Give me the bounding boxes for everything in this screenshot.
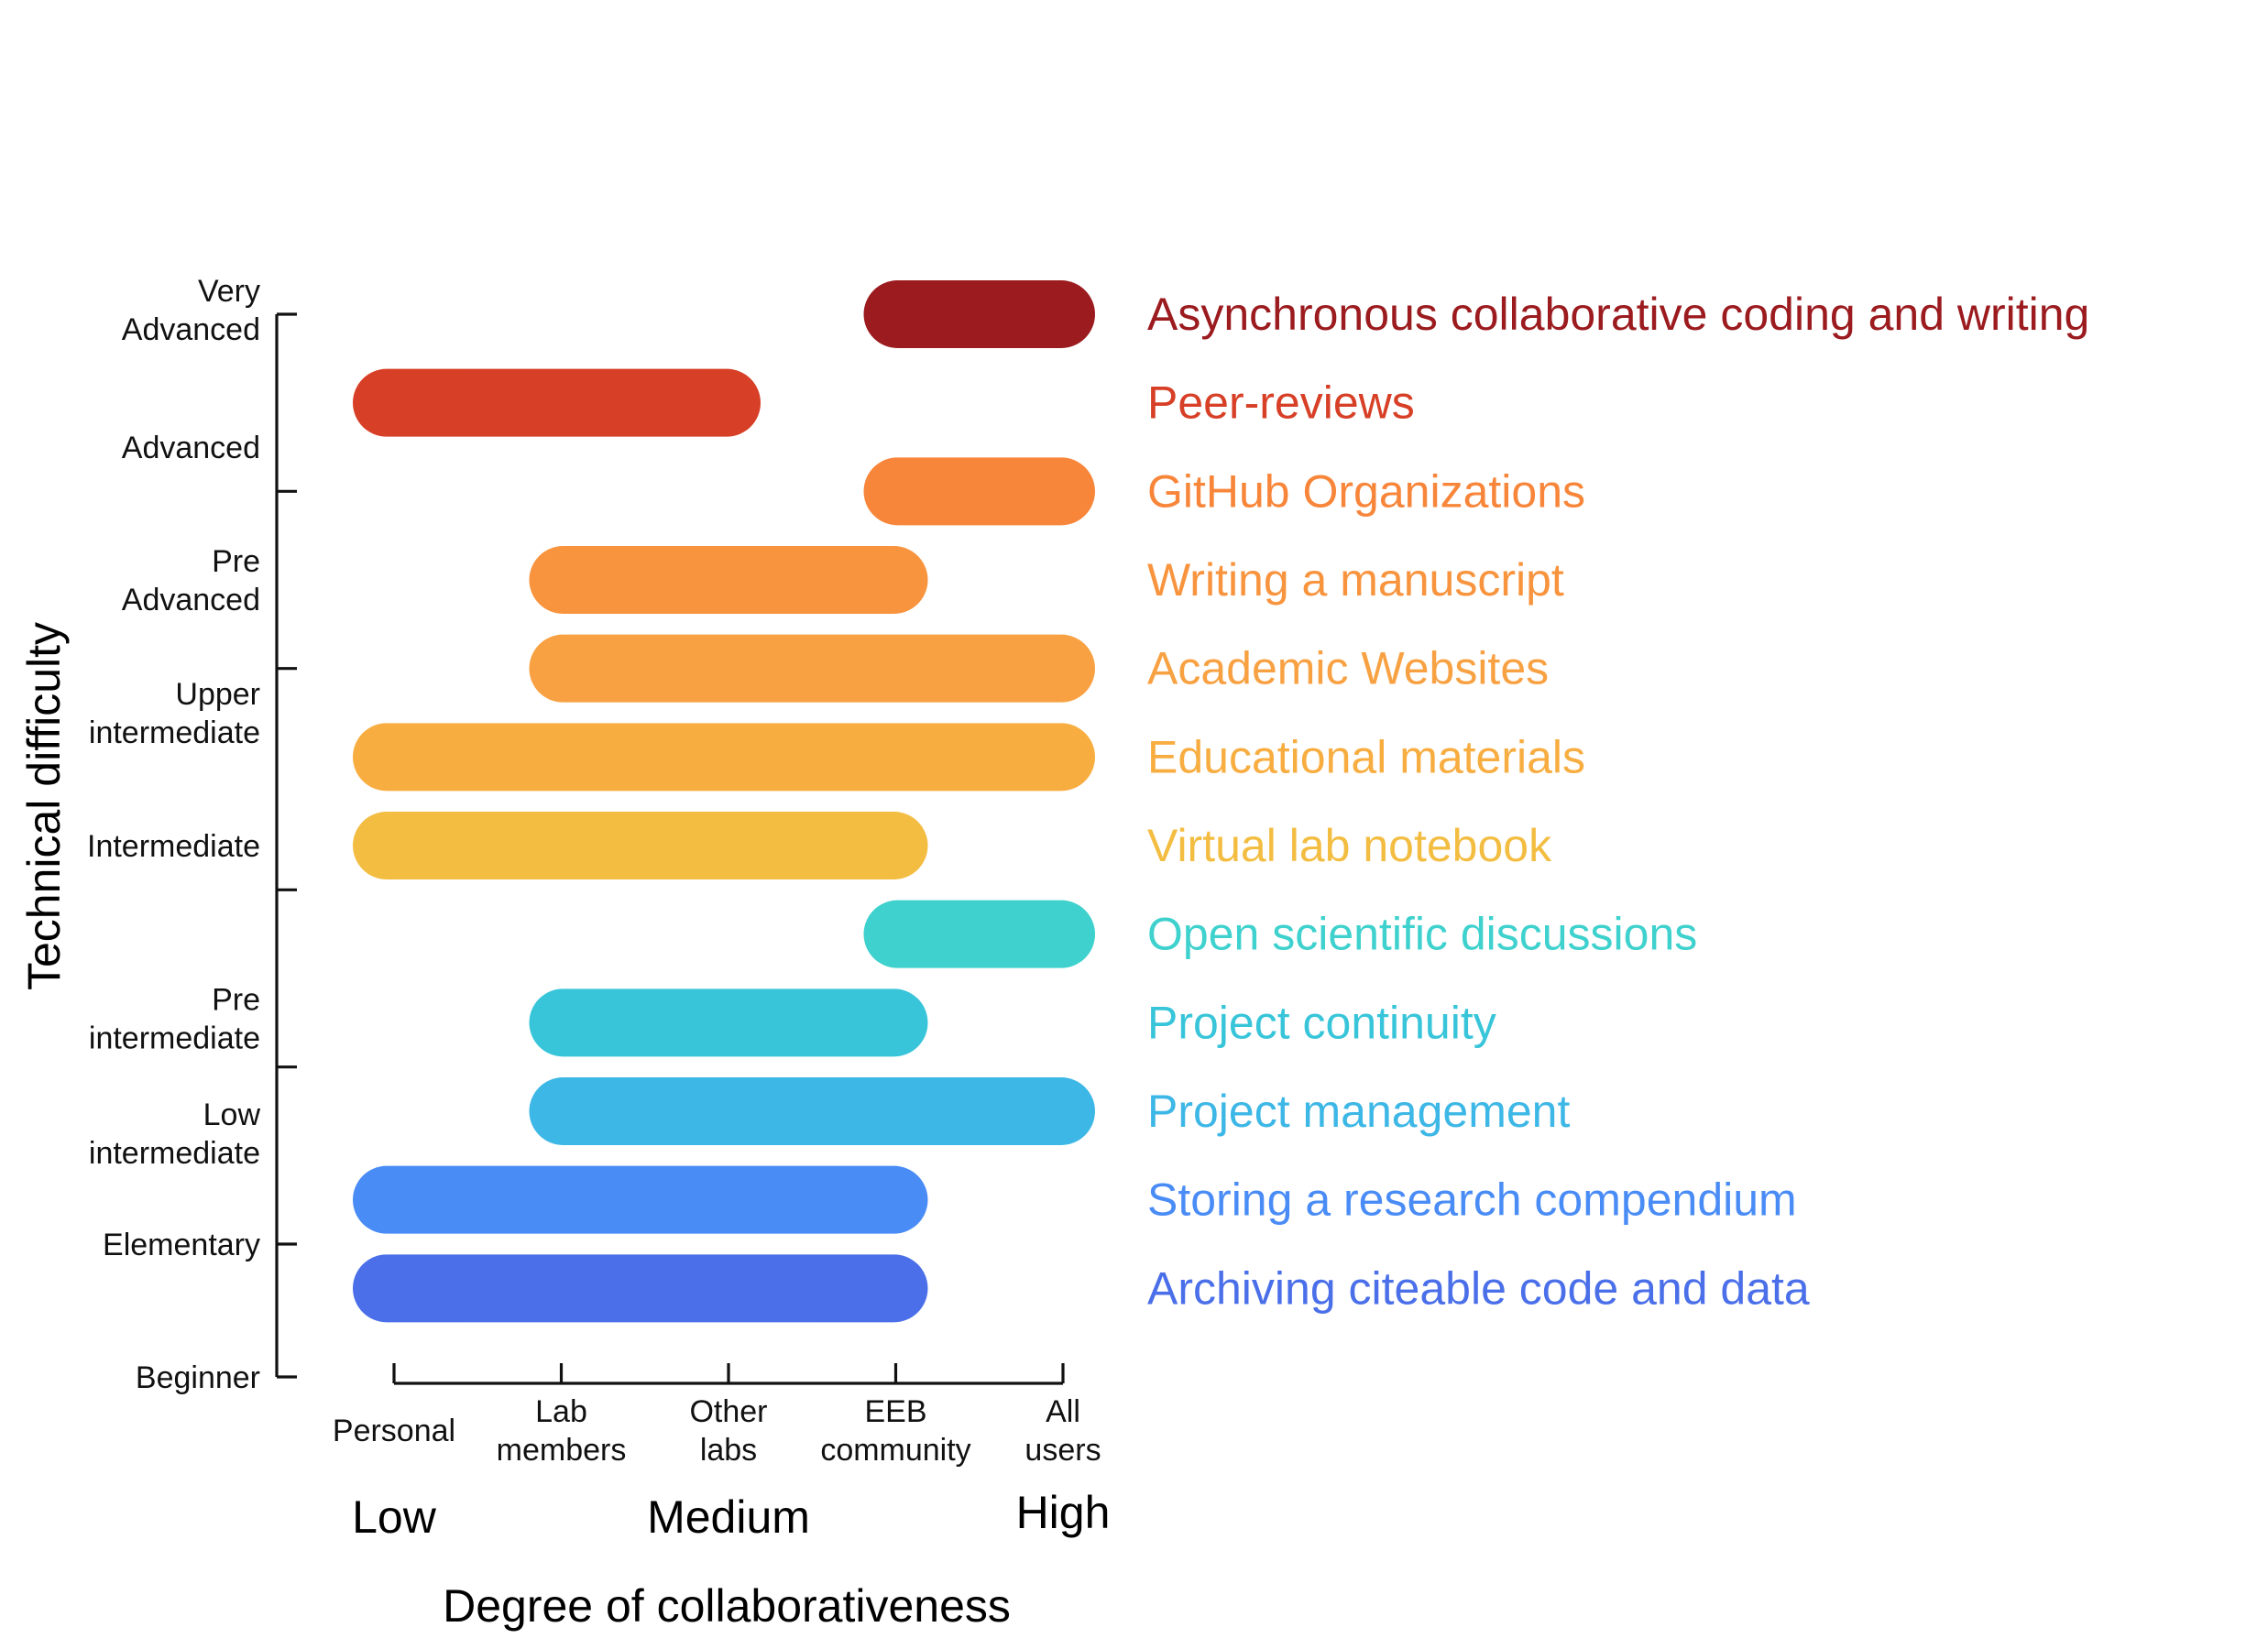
y-level-label: Upper intermediate xyxy=(89,677,260,750)
bar-label: Project continuity xyxy=(1147,997,1496,1048)
x-level-label: High xyxy=(1016,1487,1111,1538)
bars-layer xyxy=(353,280,1095,1323)
x-category-label: Lab members xyxy=(497,1394,627,1468)
axes-layer: Beginner Elementary Low intermediate Pre inte… xyxy=(87,274,1110,1543)
y-level-label: Very Advanced xyxy=(122,274,260,347)
bar-asynchronous-collaborative-coding-and-writing xyxy=(863,280,1095,348)
bar-label: Peer-reviews xyxy=(1147,377,1415,429)
bar-label: Storing a research compendium xyxy=(1147,1174,1797,1226)
x-level-label: Medium xyxy=(647,1491,810,1543)
bar-label: Project management xyxy=(1147,1086,1570,1137)
bar-label: Asynchronous collaborative coding and wr… xyxy=(1147,289,2089,340)
bar-label: Academic Websites xyxy=(1147,643,1549,694)
x-category-label: Other labs xyxy=(689,1394,767,1468)
y-level-label: Pre intermediate xyxy=(89,983,260,1056)
bar-open-scientific-discussions xyxy=(863,900,1095,968)
y-level-label: Beginner xyxy=(136,1360,260,1395)
y-level-label: Low intermediate xyxy=(89,1098,261,1171)
x-axis-title: Degree of collaborativeness xyxy=(443,1580,1011,1632)
bar-peer-reviews xyxy=(353,368,761,437)
bar-label: Virtual lab notebook xyxy=(1147,820,1552,871)
bar-label: GitHub Organizations xyxy=(1147,465,1585,517)
x-category-label: All users xyxy=(1024,1394,1101,1468)
x-category-label: EEB community xyxy=(820,1394,970,1468)
bar-label: Open scientific discussions xyxy=(1147,909,1697,960)
bar-academic-websites xyxy=(529,634,1095,703)
bar-label: Archiving citeable code and data xyxy=(1147,1262,1810,1314)
bar-virtual-lab-notebook xyxy=(353,812,928,879)
y-axis-title: Technical difficulty xyxy=(18,622,70,990)
x-level-label: Low xyxy=(352,1491,437,1543)
bar-archiving-citeable-code-and-data xyxy=(353,1254,928,1323)
bar-label: Educational materials xyxy=(1147,731,1585,782)
bar-storing-a-research-compendium xyxy=(353,1165,928,1234)
x-category-label: Personal xyxy=(333,1414,455,1448)
bar-project-continuity xyxy=(529,988,928,1057)
bar-project-management xyxy=(529,1077,1095,1145)
y-level-label: Pre Advanced xyxy=(122,544,260,617)
bar-github-organizations xyxy=(863,457,1095,526)
bar-label: Writing a manuscript xyxy=(1147,554,1564,606)
bar-educational-materials xyxy=(353,723,1095,792)
bar-writing-a-manuscript xyxy=(529,546,928,614)
y-level-label: Advanced xyxy=(122,431,260,465)
y-level-label: Elementary xyxy=(103,1228,260,1262)
y-level-label: Intermediate xyxy=(87,829,260,864)
labels-layer: Asynchronous collaborative coding and wr… xyxy=(1147,289,2089,1314)
